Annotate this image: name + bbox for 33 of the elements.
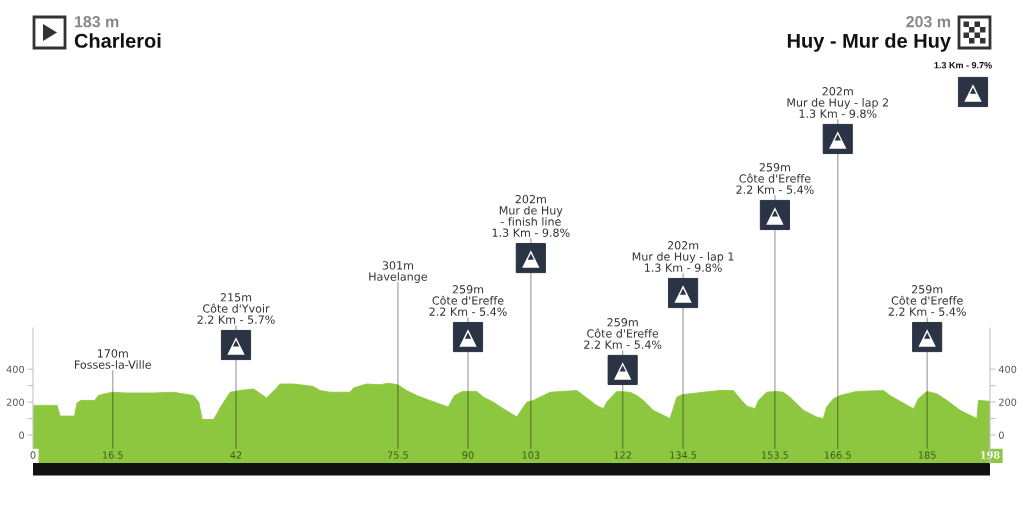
ref-line-label: 259m Côte d'Ereffe 2.2 Km - 5.4%: [584, 318, 662, 349]
ref-line-label: 215m Côte d'Yvoir 2.2 Km - 5.7%: [197, 293, 275, 324]
chart-subtitle: 183 m: [75, 15, 119, 28]
y2-tick-label: 400: [998, 365, 1017, 373]
text: 203 m: [906, 15, 951, 28]
ref-line-label: 259m Côte d'Ereffe 2.2 Km - 5.4%: [888, 285, 966, 316]
x-tick-label: 166.5: [824, 451, 851, 459]
y2-tick-label: 0: [998, 431, 1004, 439]
y-tick-label: 200: [6, 398, 25, 406]
ref-line-label: 170m Fosses-la-Ville: [74, 349, 152, 369]
x-tick-label: 90: [462, 451, 474, 459]
ref-line-label: 202m Mur de Huy - lap 1 1.3 Km - 9.8%: [632, 241, 734, 272]
y-tick-label: 0: [19, 431, 25, 439]
x-tick-label: 153.5: [762, 451, 788, 459]
x-tick-label: 0: [30, 451, 36, 459]
x-tick-label: 122: [614, 451, 631, 459]
ref-line-label: 301m Havelange: [369, 261, 428, 283]
ref-line-label: 202m Mur de Huy - lap 2 1.3 Km - 9.8%: [787, 87, 889, 118]
x-tick-label: 134.5: [670, 451, 697, 459]
x-tick-label: 185: [918, 451, 936, 459]
ref-line-label: 259m Côte d'Ereffe 2.2 Km - 5.4%: [429, 285, 507, 316]
x-tick-label: 198: [981, 451, 1000, 459]
text: 1.3 Km - 9.7%: [934, 62, 992, 69]
y2-tick-label: 200: [999, 398, 1017, 406]
x-tick-label: 75.5: [387, 451, 408, 459]
x-tick-label: 103: [522, 451, 540, 459]
x-tick-label: 42: [230, 451, 242, 459]
ref-line-label: 202m Mur de Huy - finish line 1.3 Km - 9.8%: [492, 194, 570, 237]
ref-line-label: 259m Côte d'Ereffe 2.2 Km - 5.4%: [736, 163, 814, 194]
y-tick-label: 400: [6, 365, 25, 373]
chart-title: Charleroi: [74, 33, 161, 48]
x-tick-label: 16.5: [102, 451, 123, 459]
text: Huy - Mur de Huy: [787, 33, 951, 52]
